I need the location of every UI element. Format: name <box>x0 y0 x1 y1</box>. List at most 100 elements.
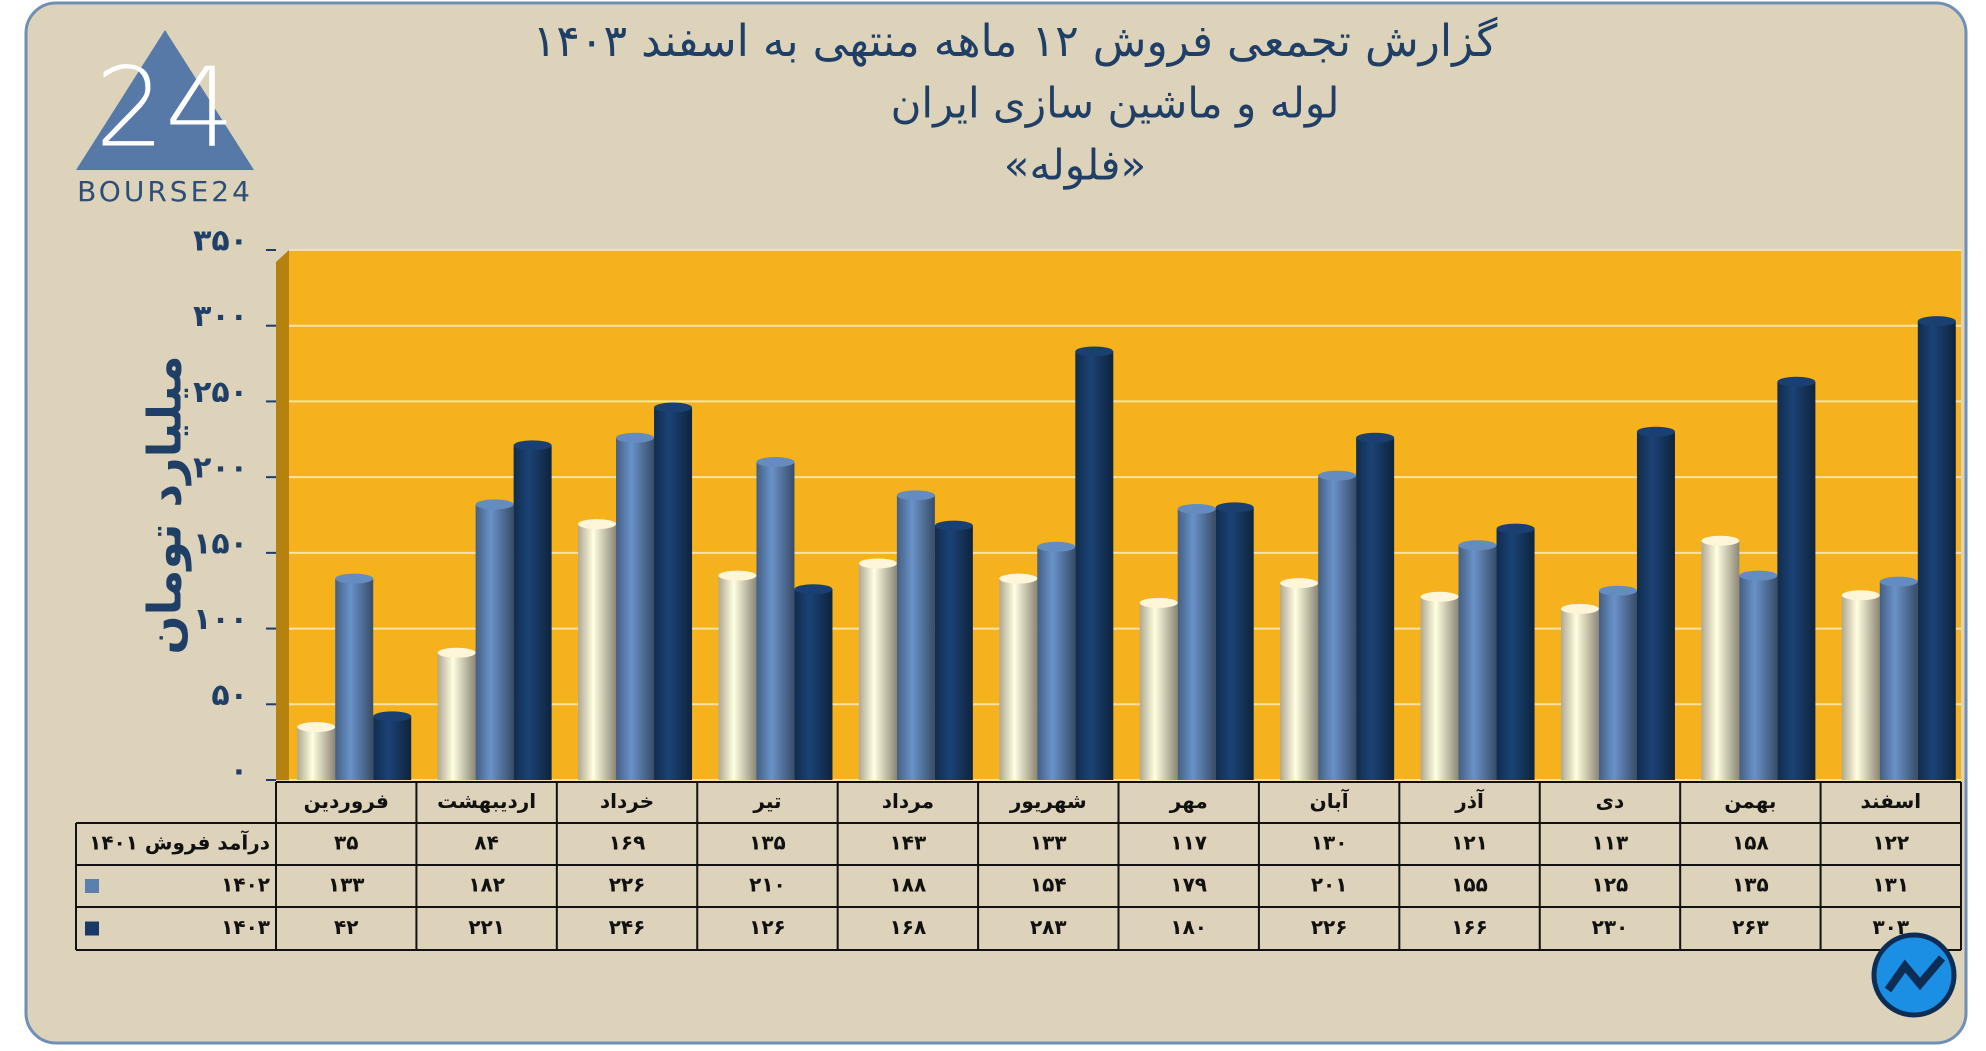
table-value: ۱۵۴ <box>1030 873 1067 897</box>
table-value: ۲۱۰ <box>749 873 786 897</box>
table-value: ۱۶۸ <box>890 915 927 939</box>
y-tick-label: ۲۰۰ <box>193 451 248 486</box>
bar <box>1879 581 1918 780</box>
logo-mark: 24 <box>95 43 235 171</box>
bar <box>437 652 476 780</box>
table-value: ۱۸۲ <box>468 873 505 897</box>
table-value: ۱۸۸ <box>890 873 927 897</box>
bar-cap <box>373 711 412 722</box>
table-value: ۱۲۶ <box>749 915 786 939</box>
table-value: ۲۸۳ <box>1030 915 1067 939</box>
x-tick-label: بهمن <box>1724 789 1776 813</box>
table-value: ۱۱۷ <box>1170 831 1207 855</box>
bar-cap <box>1879 576 1918 587</box>
table-value: ۱۵۸ <box>1732 831 1769 855</box>
x-tick-label: آبان <box>1310 788 1350 813</box>
bar-cap <box>437 647 476 658</box>
plot-side-wall <box>276 250 289 780</box>
table-value: ۱۷۹ <box>1170 873 1207 897</box>
bar <box>794 589 833 780</box>
bar-cap <box>1280 578 1319 589</box>
bar-cap <box>1177 503 1216 514</box>
bar-cap <box>1636 426 1675 437</box>
bar <box>1598 590 1637 780</box>
bar <box>718 575 757 780</box>
y-tick-label: ۳۰۰ <box>193 299 248 334</box>
bar-cap <box>297 722 336 732</box>
y-tick-label: ۱۰۰ <box>193 602 248 637</box>
bar-cap <box>756 457 795 467</box>
bar-cap <box>1598 585 1637 596</box>
bar-cap <box>1420 591 1459 602</box>
bar-cap <box>794 584 833 595</box>
bar-cap <box>1917 316 1956 327</box>
x-tick-label: فروردین <box>304 789 389 813</box>
bar <box>858 563 897 780</box>
bar-cap <box>513 440 552 451</box>
bar <box>1318 475 1357 780</box>
bar-cap <box>999 573 1038 584</box>
chart-subtitle: «فلوله» <box>1004 141 1146 190</box>
table-value: ۸۴ <box>474 831 498 855</box>
bar <box>578 524 617 780</box>
bar <box>934 525 973 780</box>
bar <box>1356 437 1395 780</box>
table-value: ۱۳۵ <box>1732 873 1769 897</box>
bar <box>1280 583 1319 780</box>
bar <box>1560 608 1599 780</box>
x-tick-label: مهر <box>1169 789 1208 813</box>
bar-cap <box>1560 603 1599 614</box>
legend-label: درآمد فروش ۱۴۰۱ <box>89 830 270 855</box>
bar <box>1636 431 1675 780</box>
bar <box>1037 546 1076 780</box>
bar-cap <box>1318 470 1357 481</box>
y-tick-label: ۳۵۰ <box>193 224 248 259</box>
table-value: ۱۳۳ <box>328 873 365 897</box>
bar-cap <box>1037 541 1076 552</box>
x-tick-label: آذر <box>1454 788 1485 813</box>
bar-cap <box>896 490 935 501</box>
x-tick-label: شهریور <box>1009 789 1087 813</box>
bar <box>1177 508 1216 780</box>
logo-text: BOURSE24 <box>77 175 253 208</box>
bar <box>1496 528 1535 780</box>
y-axis-title: میلیارد تومان <box>138 355 192 654</box>
bar <box>1215 507 1254 780</box>
bar <box>896 495 935 780</box>
bar-cap <box>858 558 897 569</box>
y-tick-label: ۰ <box>230 754 248 789</box>
x-tick-label: خرداد <box>600 789 654 813</box>
table-value: ۲۲۱ <box>468 915 505 939</box>
table-value: ۱۴۳ <box>890 831 927 855</box>
y-tick-label: ۱۵۰ <box>193 526 248 561</box>
bar-cap <box>475 499 514 510</box>
table-value: ۲۳۰ <box>1592 915 1629 939</box>
logo-triangle <box>76 30 254 170</box>
bar-cap <box>578 519 617 530</box>
bar-cap <box>1215 502 1254 513</box>
table-value: ۲۲۶ <box>1311 915 1348 939</box>
legend-swatch <box>85 921 99 936</box>
y-tick-label: ۵۰ <box>211 678 248 713</box>
bar <box>1075 351 1114 780</box>
table-value: ۱۲۵ <box>1592 873 1629 897</box>
bar-cap <box>1701 535 1740 546</box>
table-value: ۱۳۵ <box>749 831 786 855</box>
table-value: ۱۵۵ <box>1451 873 1488 897</box>
bar <box>1739 575 1778 780</box>
table-value: ۱۳۰ <box>1311 831 1348 855</box>
table-value: ۲۲۶ <box>609 873 646 897</box>
bottom-icon <box>1871 932 1957 1018</box>
bar-cap <box>1458 540 1497 551</box>
table-value: ۳۵ <box>334 831 358 855</box>
table-value: ۲۶۳ <box>1732 915 1769 939</box>
bar-cap <box>1075 346 1114 357</box>
bar <box>1841 595 1880 780</box>
table-value: ۱۸۰ <box>1170 915 1207 939</box>
x-tick-label: مرداد <box>882 789 934 813</box>
bar <box>1420 596 1459 780</box>
bar <box>475 504 514 780</box>
table-value: ۲۴۶ <box>609 915 646 939</box>
bar <box>1458 545 1497 780</box>
